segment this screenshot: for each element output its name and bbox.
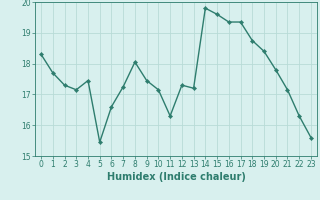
X-axis label: Humidex (Indice chaleur): Humidex (Indice chaleur) (107, 172, 245, 182)
